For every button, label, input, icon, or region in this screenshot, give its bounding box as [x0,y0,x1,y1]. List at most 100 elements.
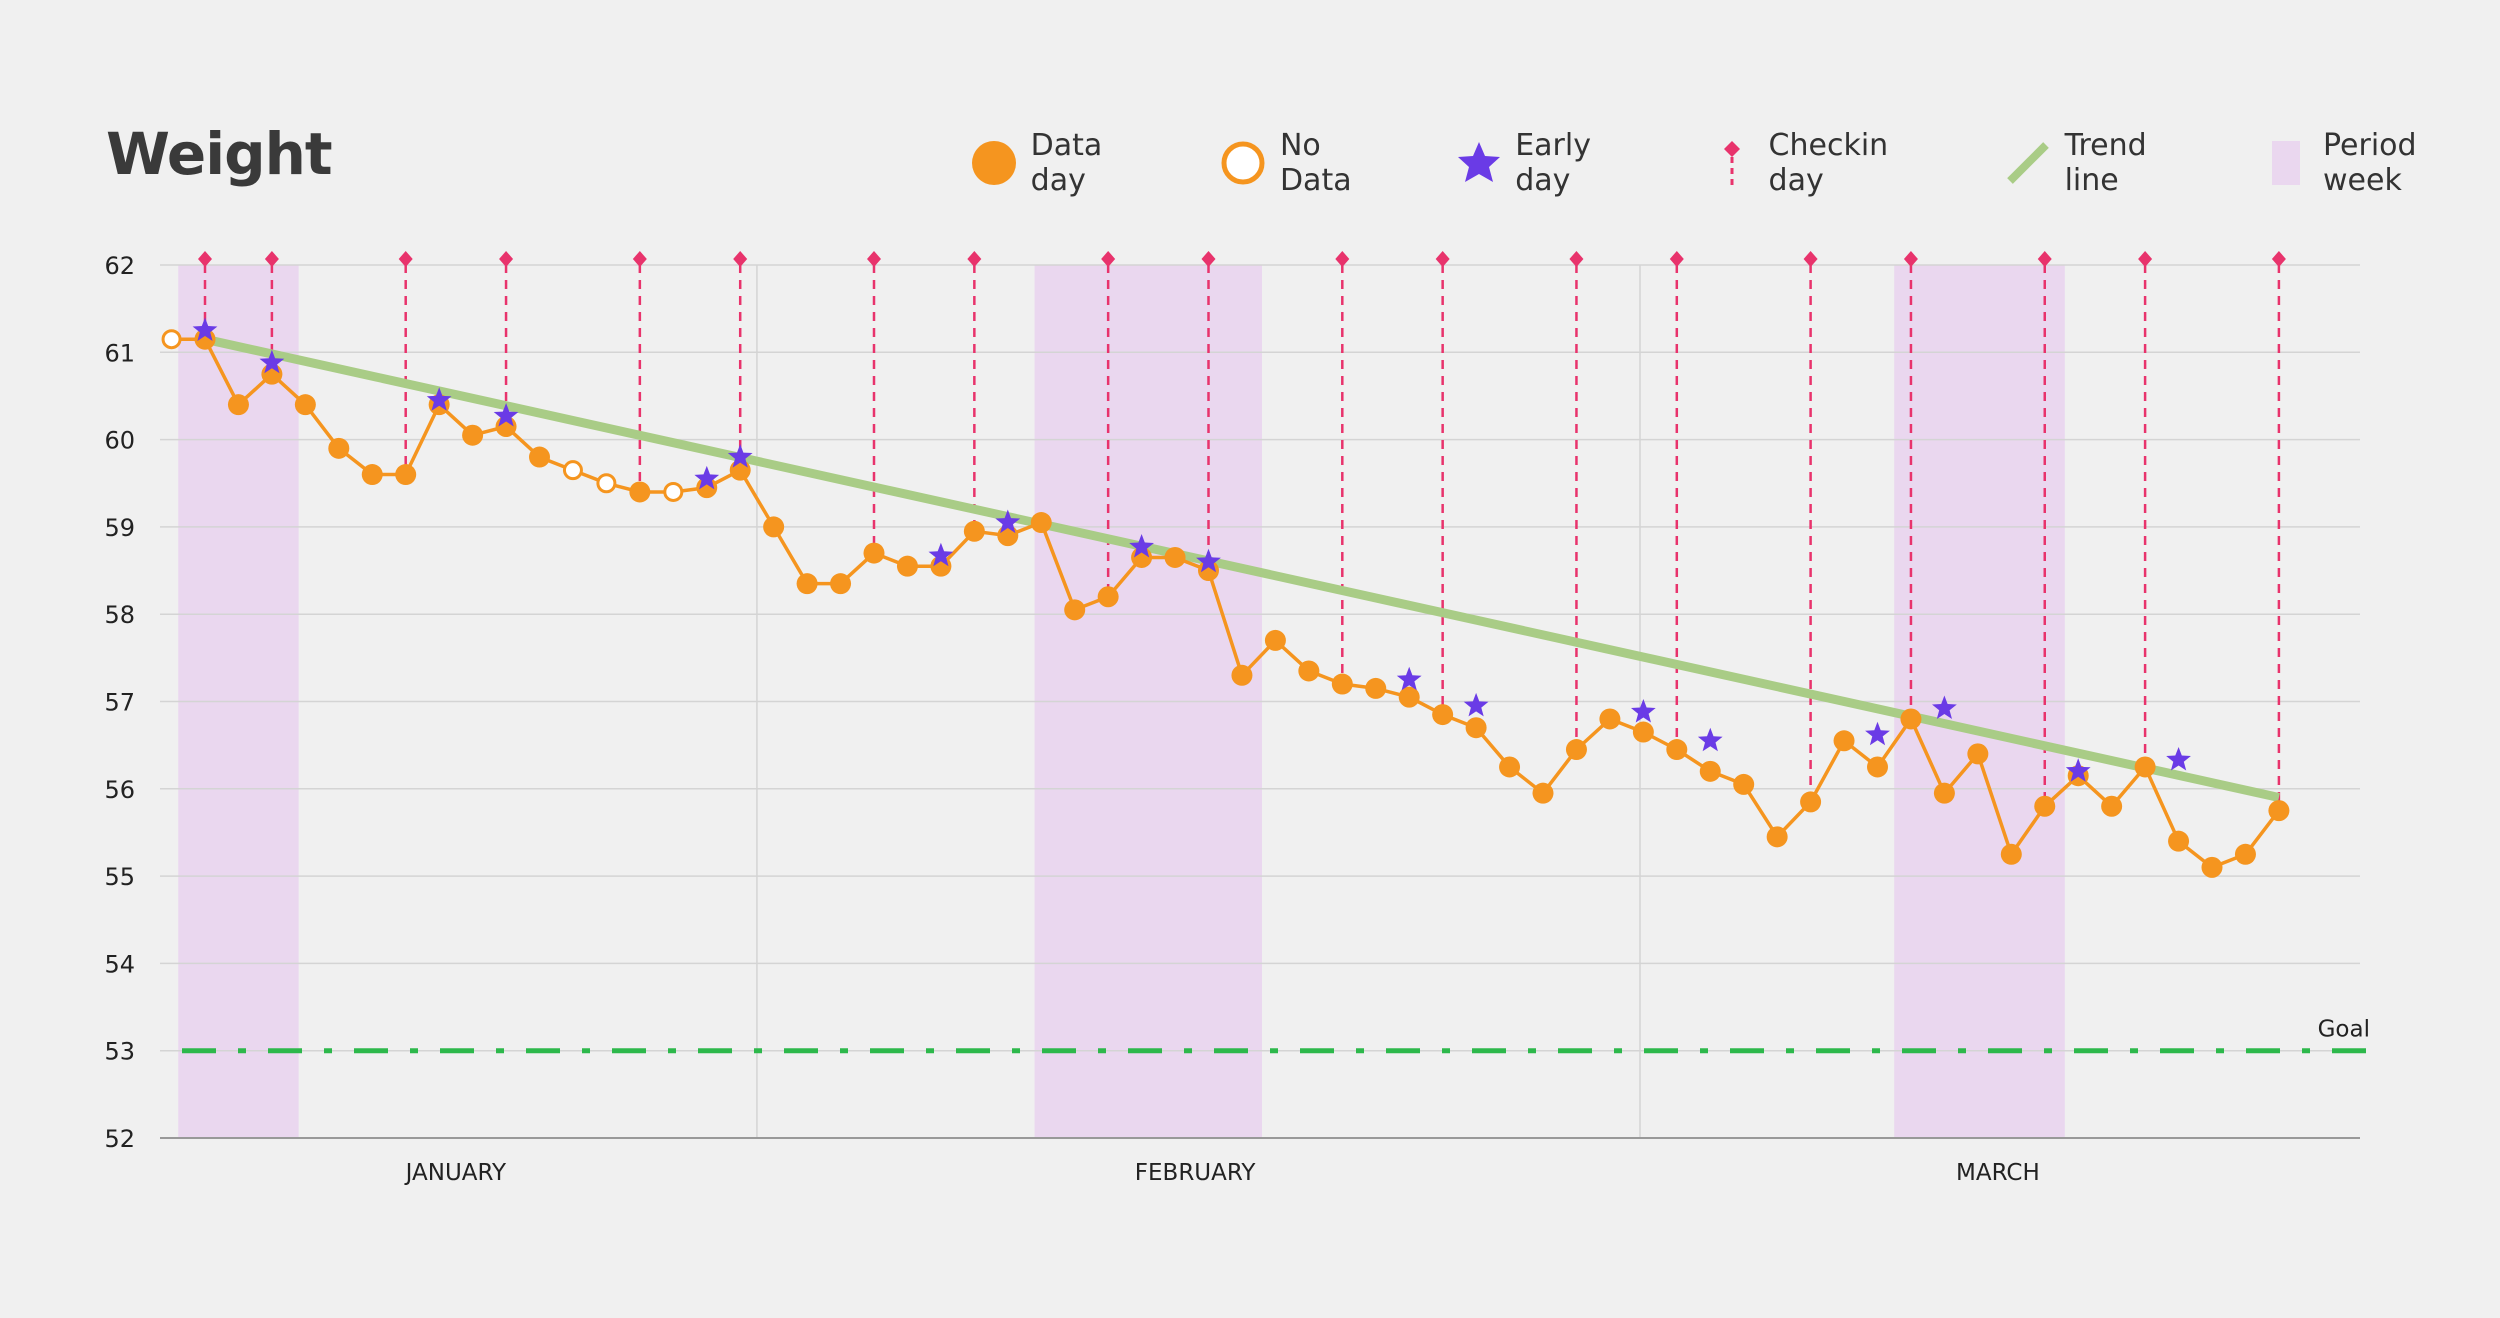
weight-line [171,337,2281,870]
no-data-point [663,481,684,502]
checkin-diamond [1435,251,1450,267]
data-point [1565,739,1587,761]
early-day-star [1631,699,1656,723]
diamond-icon [1708,139,1755,187]
checkin-diamond [499,251,514,267]
data-point [227,394,249,416]
no-data-point [596,473,617,494]
early-day-star [928,542,954,567]
early-day-star [694,465,720,490]
data-point [1264,629,1286,651]
hollow-circle-icon [1219,139,1266,187]
data-point [796,573,818,595]
y-tick-label: 54 [104,950,135,978]
checkin-diamond [1101,251,1116,267]
data-point [1030,512,1052,534]
legend-label: No Data [1279,128,1352,198]
legend-label: Early day [1515,128,1591,198]
early-day-star [1196,548,1221,573]
month-label: FEBRUARY [1135,1160,1257,1186]
checkin-diamond [264,251,279,267]
y-tick-label: 57 [104,689,135,717]
data-point [1064,599,1086,621]
data-point [2201,856,2223,878]
data-point [1532,782,1554,804]
legend-item-data-day: Data day [970,128,1163,198]
data-point [2101,795,2123,817]
y-tick-label: 55 [104,863,135,891]
data-point [1833,730,1855,752]
data-point [1800,791,1822,813]
data-point [963,520,985,542]
month-label: JANUARY [404,1160,507,1186]
filled-circle-icon [970,139,1017,187]
data-point [1699,760,1721,782]
early-day-star [2166,747,2191,771]
checkin-diamond [1569,251,1584,267]
legend-item-no-data: No Data [1219,128,1398,198]
early-day-star [1932,695,1957,719]
legend-item-checkin-day: Checkin day [1708,128,1948,198]
data-point [2134,756,2156,778]
checkin-diamond [1803,251,1818,267]
data-point [896,555,918,577]
goal-label: Goal [2318,1017,2370,1043]
y-tick-label: 58 [104,601,135,629]
checkin-diamond [1669,251,1684,267]
data-point [1867,756,1888,778]
y-tick-label: 60 [104,427,135,455]
data-point [1398,686,1420,708]
early-day-star [2065,758,2091,782]
early-day-star [259,349,285,374]
data-point [1499,756,1521,778]
legend-label: Data day [1030,128,1103,198]
data-point [361,464,383,486]
legend: Data day No Data Early day Checkin day T… [970,128,2500,198]
y-tick-label: 53 [104,1038,135,1066]
checkin-diamond [198,251,212,267]
data-point [2268,800,2290,822]
data-point [2000,843,2022,865]
y-tick-label: 62 [104,252,135,280]
trend-line-icon [2004,139,2051,187]
data-point [997,525,1019,547]
data-point [729,459,751,481]
checkin-diamond [632,251,647,267]
early-day-star [995,509,1021,534]
no-data-point [562,460,583,481]
data-point [830,573,852,595]
chart-title: Weight [106,120,333,188]
data-point [2234,843,2256,865]
data-point [1632,721,1654,743]
y-tick-label: 61 [104,339,135,367]
data-point [863,542,885,564]
star-icon [1455,139,1502,187]
data-point [2168,830,2190,852]
checkin-diamond [1335,251,1350,267]
data-point [1599,708,1621,730]
no-data-point [161,329,182,350]
checkin-diamond [2271,251,2286,267]
legend-item-early-day: Early day [1455,128,1652,198]
data-point [1331,673,1353,695]
checkin-diamond [1201,251,1216,267]
data-point [1967,743,1989,765]
trend-line [204,334,2280,802]
early-day-star [1463,692,1489,717]
data-point [1900,708,1922,730]
legend-label: Period week [2323,128,2417,198]
data-point [1432,704,1454,726]
y-tick-label: 52 [104,1125,135,1153]
checkin-diamond [2037,251,2052,267]
data-point [1733,773,1755,795]
data-point [1465,717,1487,739]
data-point [529,446,550,468]
data-point [1766,826,1788,848]
data-point [1298,660,1320,682]
data-point [763,516,785,538]
data-point [462,424,484,446]
y-tick-label: 59 [104,514,135,542]
data-point [1164,546,1186,568]
data-point [395,464,417,486]
data-point [328,437,350,459]
